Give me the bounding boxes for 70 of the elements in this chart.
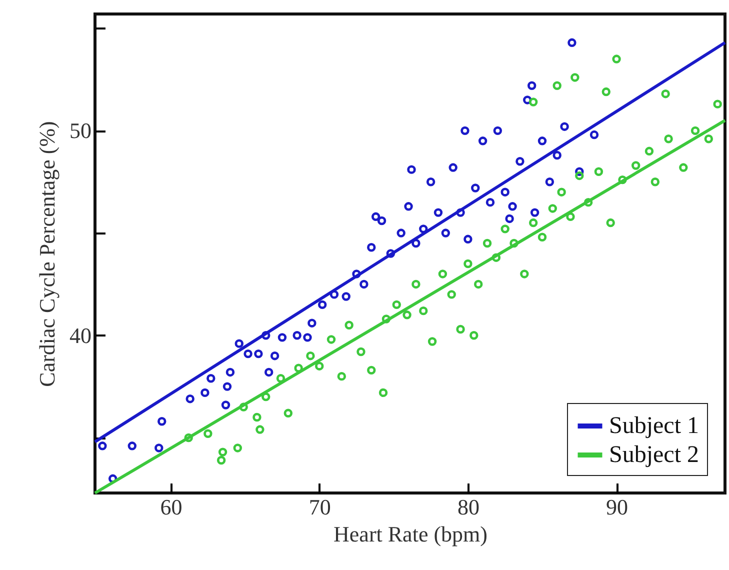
point <box>516 157 524 166</box>
point <box>264 368 274 377</box>
point <box>426 178 436 186</box>
point <box>200 388 210 398</box>
point <box>386 249 396 258</box>
point <box>560 122 569 131</box>
point <box>318 300 327 310</box>
point <box>505 214 514 224</box>
point <box>244 349 252 358</box>
point <box>292 331 302 340</box>
legend-label: Subject 2 <box>609 442 699 468</box>
point <box>262 331 270 340</box>
point <box>367 243 376 252</box>
point <box>419 224 428 234</box>
point <box>523 96 532 104</box>
point <box>234 339 244 348</box>
x-axis-title: Heart Rate (bpm) <box>334 522 488 546</box>
point <box>478 136 488 146</box>
point <box>407 165 416 174</box>
point <box>486 198 495 207</box>
point <box>342 292 350 301</box>
point <box>222 382 232 391</box>
x-tick-label: 90 <box>606 494 628 520</box>
point <box>460 126 470 136</box>
point <box>404 202 413 211</box>
x-tick-label: 70 <box>308 494 331 520</box>
point <box>493 126 502 136</box>
point <box>108 474 118 484</box>
point <box>545 178 554 186</box>
point <box>456 208 465 217</box>
point <box>303 333 312 342</box>
point <box>254 349 263 358</box>
point <box>448 163 458 172</box>
point <box>538 136 547 146</box>
point <box>508 202 517 211</box>
point <box>377 216 386 226</box>
point <box>154 444 164 452</box>
point <box>128 442 137 450</box>
legend-label: Subject 1 <box>609 413 699 439</box>
y-tick-label: 40 <box>70 322 92 348</box>
point <box>278 333 287 342</box>
point <box>527 81 536 90</box>
point <box>575 167 584 176</box>
point <box>441 228 450 238</box>
point <box>530 208 540 217</box>
point <box>206 374 216 383</box>
point <box>471 184 480 192</box>
point <box>270 351 280 360</box>
point <box>221 400 230 410</box>
point <box>464 234 472 244</box>
point <box>308 318 316 328</box>
point <box>434 208 443 217</box>
x-tick-label: 80 <box>457 494 480 520</box>
point <box>98 442 107 450</box>
point <box>412 238 420 248</box>
point <box>360 280 368 289</box>
x-tick-label: 60 <box>160 494 182 520</box>
point <box>500 188 510 196</box>
point <box>226 368 235 377</box>
point <box>186 394 194 404</box>
point <box>568 38 576 48</box>
point <box>552 150 562 160</box>
point <box>352 270 361 278</box>
y-axis-title: Cardiac Cycle Percentage (%) <box>34 121 60 387</box>
point <box>330 290 339 299</box>
point <box>396 228 406 238</box>
point <box>590 130 599 140</box>
y-tick-label: 50 <box>70 118 92 144</box>
point <box>371 212 380 222</box>
point <box>158 417 166 426</box>
